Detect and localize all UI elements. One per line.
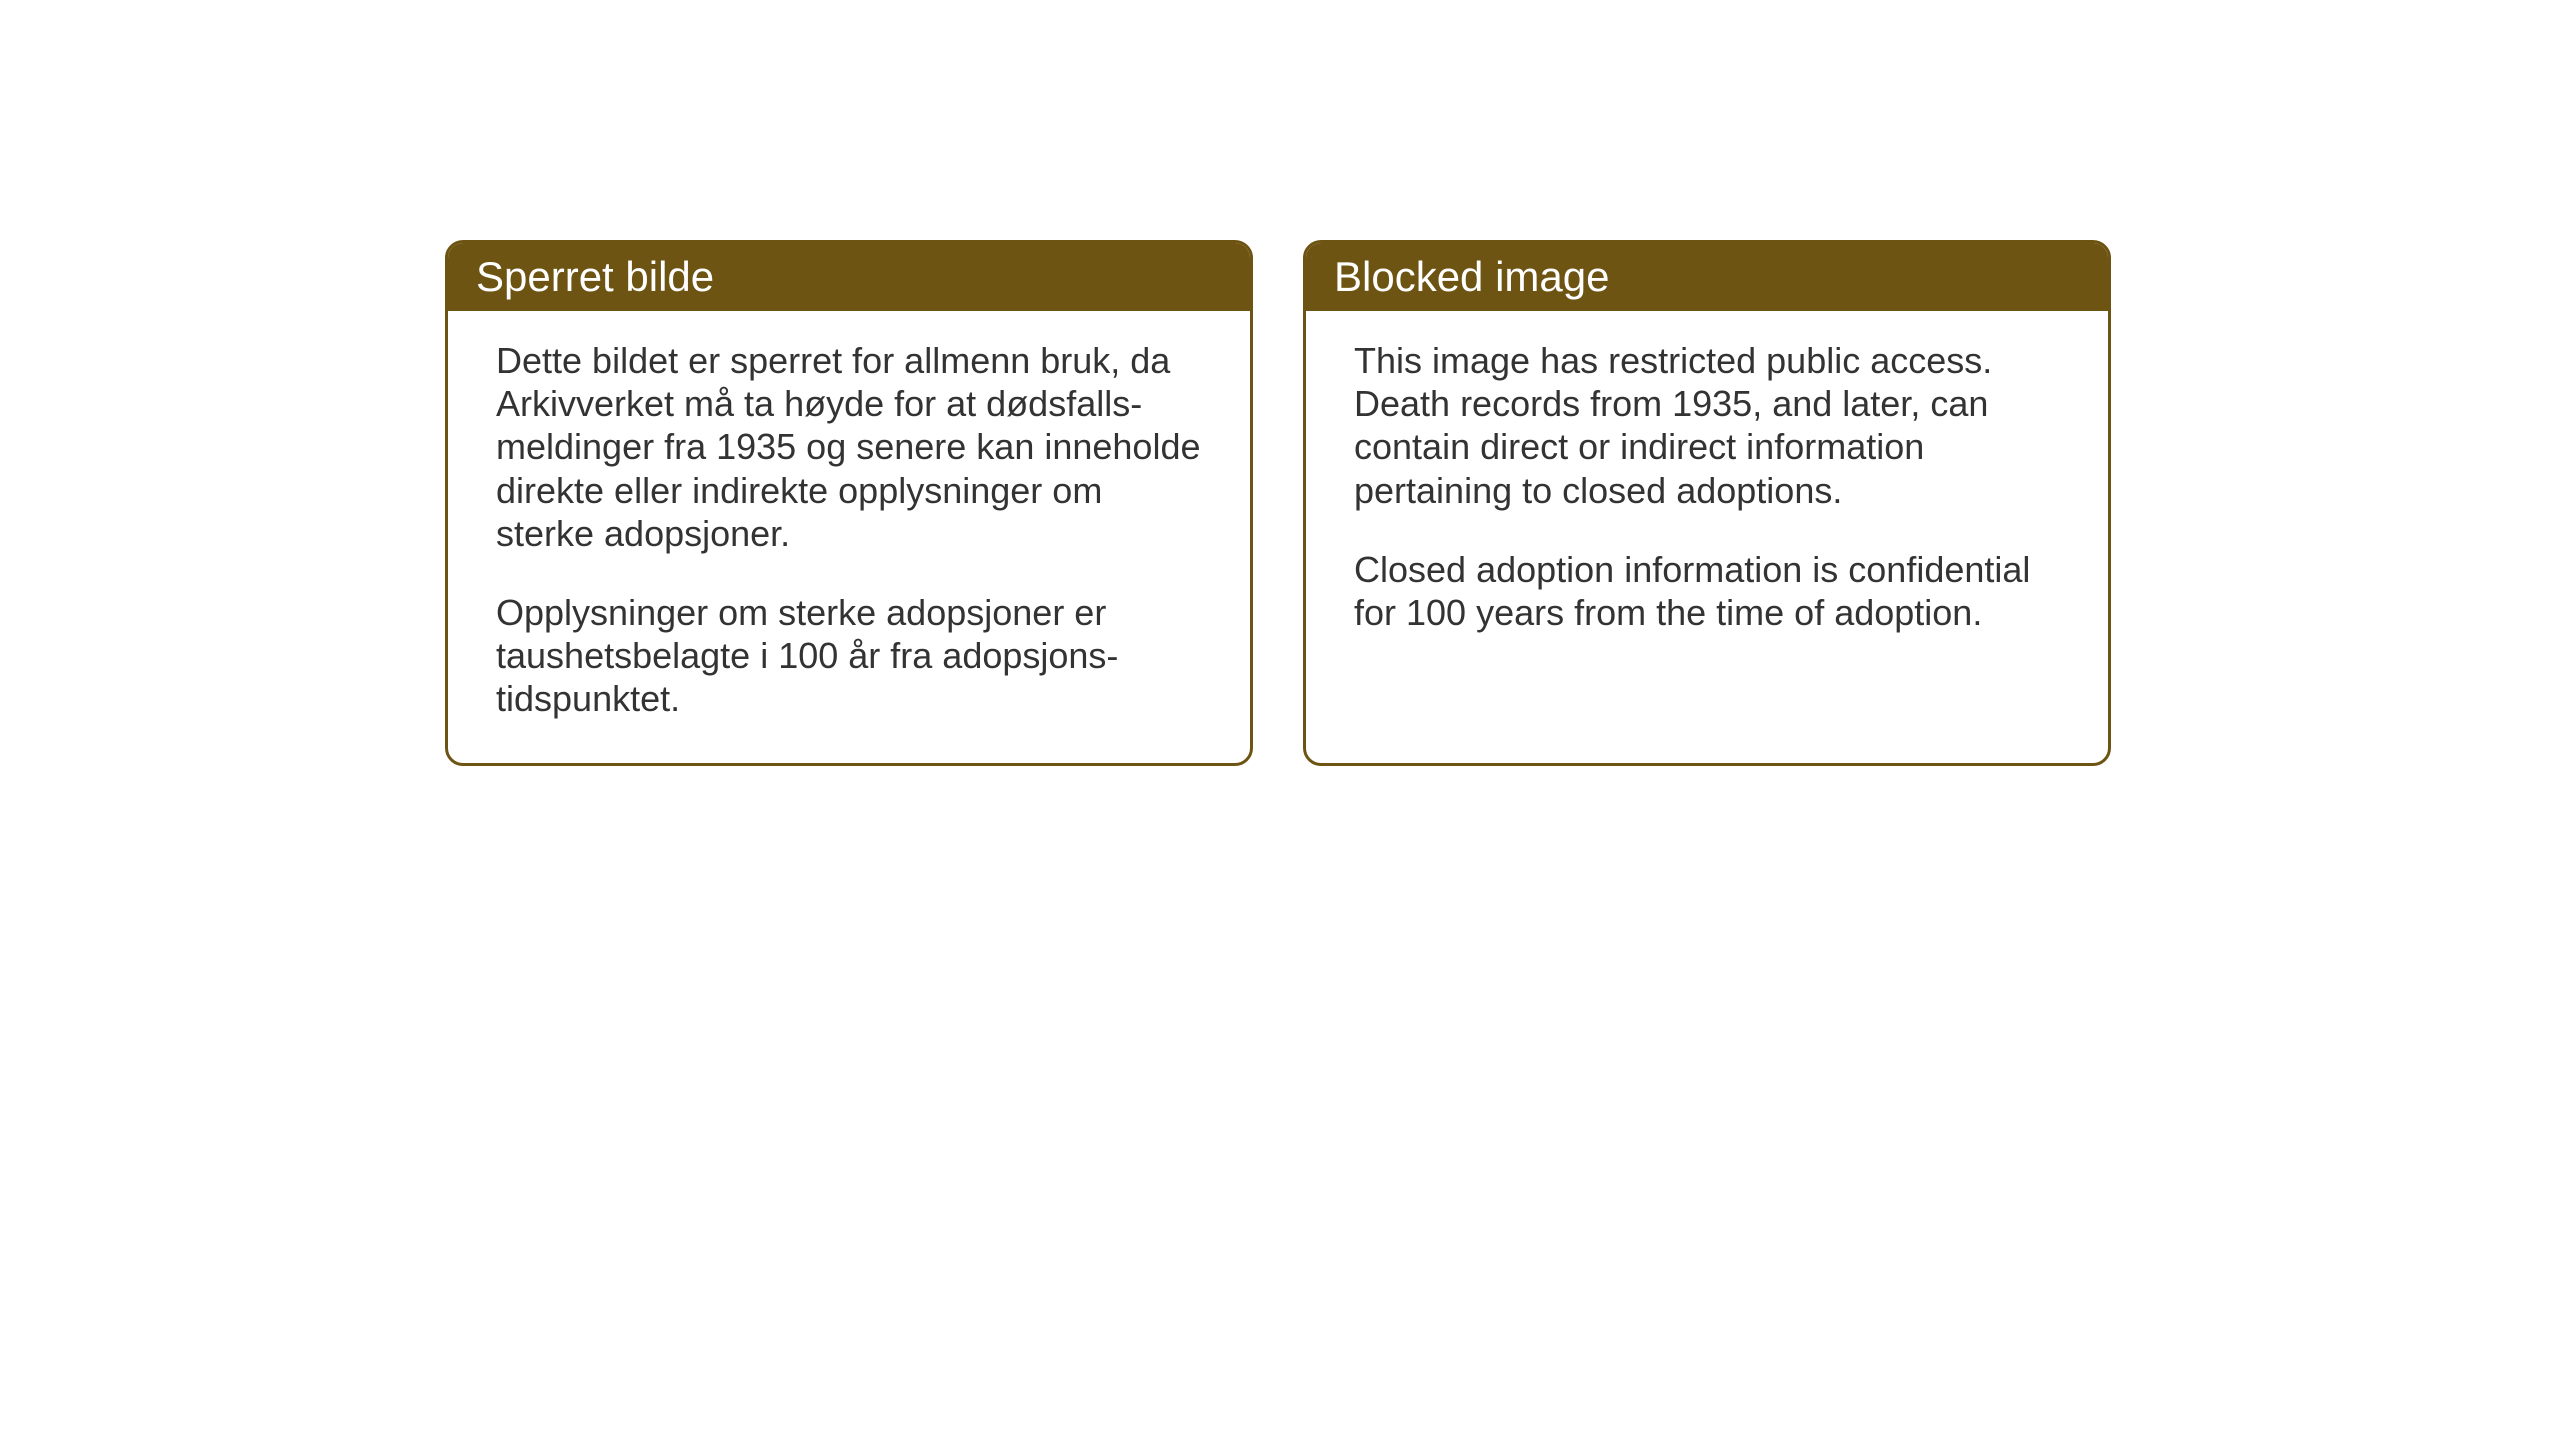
paragraph-norwegian-1: Dette bildet er sperret for allmenn bruk…: [496, 339, 1202, 555]
card-english: Blocked image This image has restricted …: [1303, 240, 2111, 766]
card-body-english: This image has restricted public access.…: [1306, 311, 2108, 676]
paragraph-norwegian-2: Opplysninger om sterke adopsjoner er tau…: [496, 591, 1202, 721]
card-header-english: Blocked image: [1306, 243, 2108, 311]
card-body-norwegian: Dette bildet er sperret for allmenn bruk…: [448, 311, 1250, 763]
card-norwegian: Sperret bilde Dette bildet er sperret fo…: [445, 240, 1253, 766]
card-header-norwegian: Sperret bilde: [448, 243, 1250, 311]
cards-container: Sperret bilde Dette bildet er sperret fo…: [0, 0, 2560, 766]
paragraph-english-2: Closed adoption information is confident…: [1354, 548, 2060, 634]
paragraph-english-1: This image has restricted public access.…: [1354, 339, 2060, 512]
